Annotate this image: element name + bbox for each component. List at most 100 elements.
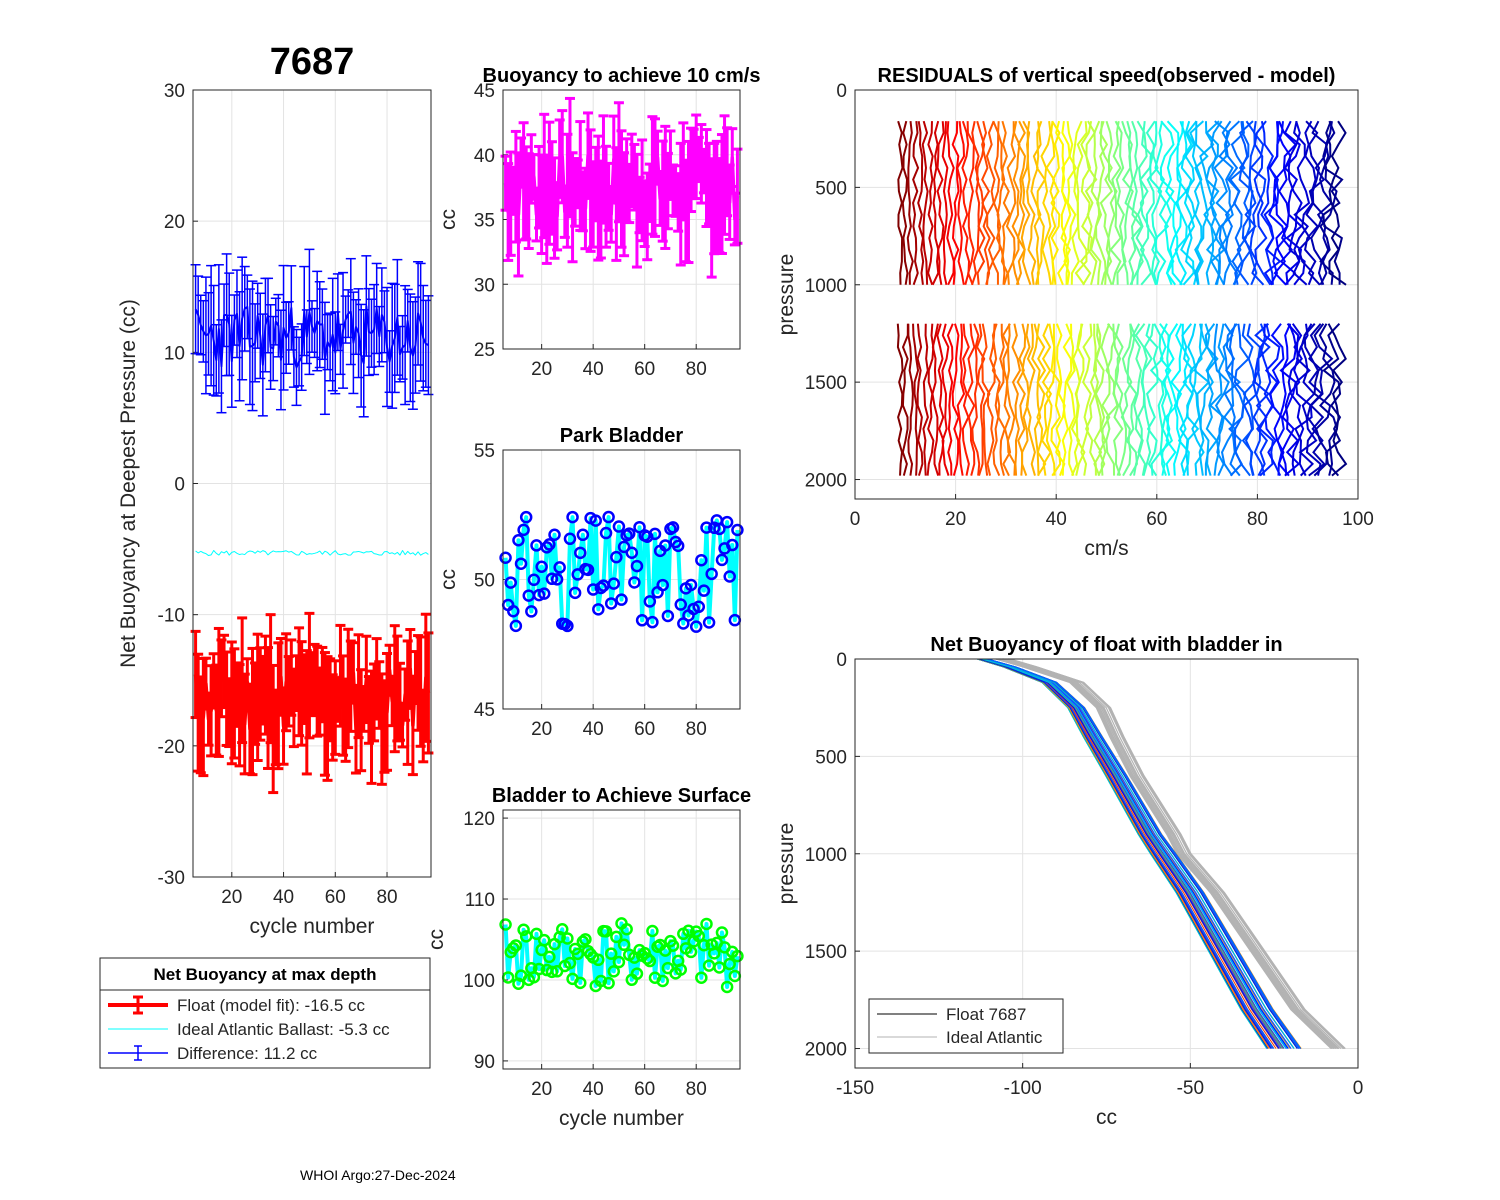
legend-bladder-in: Float 7687 Ideal Atlantic — [868, 998, 1064, 1054]
y-tick-label: 100 — [463, 971, 495, 992]
residual-profile — [1121, 120, 1134, 285]
residual-profile — [1253, 322, 1271, 477]
chart-net-buoyancy-deepest: 20 40 60 80 -30 -20 -10 0 10 20 30 cycle number Net … — [117, 81, 434, 938]
data-marker — [561, 619, 574, 633]
data-marker — [535, 560, 548, 573]
x-tick-label: 0 — [850, 509, 861, 530]
y-tick-label: 20 — [164, 212, 185, 233]
legend2-label-ideal: Ideal Atlantic — [946, 1028, 1043, 1047]
residual-profile — [1189, 120, 1205, 285]
data-marker — [607, 577, 621, 590]
chart-title: Net Buoyancy of float with bladder in — [930, 634, 1282, 656]
data-marker — [507, 605, 520, 618]
series-surface — [499, 917, 744, 994]
data-marker — [695, 971, 708, 984]
residual-profile — [1080, 323, 1093, 476]
float-profile — [980, 658, 1280, 1049]
residual-profile — [1159, 323, 1174, 476]
residual-profile — [946, 323, 954, 476]
residual-profile — [1149, 121, 1163, 285]
y-tick-label: 10 — [164, 343, 185, 364]
data-marker — [543, 538, 556, 551]
residual-profile — [921, 120, 929, 285]
residual-profile — [906, 121, 914, 285]
residual-profile — [916, 323, 924, 476]
residual-profile — [917, 121, 925, 285]
x-tick-label: 80 — [686, 359, 707, 380]
data-marker — [692, 600, 706, 614]
data-marker — [540, 541, 554, 554]
x-tick-label: 20 — [531, 719, 552, 740]
data-marker — [514, 557, 528, 570]
x-tick-label: 40 — [273, 887, 294, 908]
residual-profile — [1327, 323, 1348, 477]
data-marker — [707, 521, 721, 535]
residual-profile — [961, 323, 970, 476]
data-marker — [519, 510, 533, 524]
data-marker — [695, 553, 708, 567]
residual-profile — [1026, 121, 1037, 285]
legend2-label-float: Float 7687 — [946, 1005, 1026, 1024]
x-axis-label: cycle number — [559, 1107, 684, 1130]
x-tick-label: 100 — [1342, 509, 1374, 530]
data-marker — [641, 530, 654, 543]
data-marker — [713, 522, 726, 536]
data-marker — [702, 616, 716, 629]
data-marker — [592, 953, 605, 967]
residual-profile — [1253, 120, 1272, 286]
data-marker — [726, 538, 739, 552]
data-marker — [556, 922, 569, 936]
data-marker — [553, 561, 566, 574]
residual-profile — [1185, 323, 1200, 476]
data-marker — [628, 576, 641, 589]
data-marker — [656, 974, 669, 988]
residual-profile — [1278, 120, 1298, 286]
data-marker — [625, 546, 639, 560]
series-line — [195, 549, 429, 557]
residual-profile — [1141, 323, 1155, 476]
legend-entry-difference: Difference: 11.2 cc — [108, 1044, 318, 1063]
y-tick-label: -10 — [158, 606, 185, 627]
data-marker — [507, 941, 520, 955]
residual-profile — [1284, 323, 1301, 477]
residual-profile — [927, 121, 934, 286]
data-marker — [697, 938, 711, 952]
chart-park-bladder: 20 40 60 80 45 50 55 Park Bladder cc — [437, 425, 744, 740]
y-axis-label: pressure — [775, 823, 798, 905]
x-tick-label: 80 — [686, 719, 707, 740]
data-marker — [576, 935, 590, 948]
data-marker — [499, 551, 512, 565]
data-marker — [705, 567, 718, 581]
residual-profile — [1193, 323, 1211, 476]
data-marker — [532, 962, 546, 976]
float-profile — [982, 658, 1287, 1049]
data-marker — [731, 949, 744, 963]
data-marker — [648, 527, 662, 541]
residual-profile — [936, 121, 945, 285]
data-marker — [579, 933, 592, 946]
y-tick-label: 45 — [474, 81, 495, 102]
series-buoyancy — [500, 96, 743, 279]
residual-profile — [1114, 120, 1127, 285]
residual-profile — [971, 120, 981, 286]
residual-profile — [1220, 323, 1237, 477]
residual-profile — [986, 323, 996, 476]
axes-frame — [854, 89, 1359, 500]
x-tick-label: 40 — [583, 719, 604, 740]
data-marker — [517, 523, 530, 537]
data-marker — [509, 619, 523, 633]
residual-profile — [1025, 323, 1036, 476]
data-marker — [553, 930, 566, 944]
residual-profile — [1322, 120, 1344, 285]
residual-profile — [1065, 323, 1076, 476]
x-tick-label: 0 — [1353, 1078, 1364, 1099]
residual-profile — [1213, 323, 1230, 477]
chart-net-buoyancy-bladder-in: -150 -100 -50 0 0 500 1000 1500 2000 Net Buoyancy… — [775, 634, 1363, 1129]
data-marker — [715, 553, 729, 567]
ideal-profile — [1001, 658, 1338, 1049]
residual-profile — [1204, 323, 1219, 476]
residual-profile — [1094, 323, 1107, 477]
x-tick-label: 80 — [686, 1079, 707, 1100]
